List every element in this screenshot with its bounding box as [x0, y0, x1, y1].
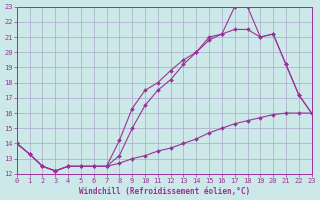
X-axis label: Windchill (Refroidissement éolien,°C): Windchill (Refroidissement éolien,°C): [79, 187, 250, 196]
